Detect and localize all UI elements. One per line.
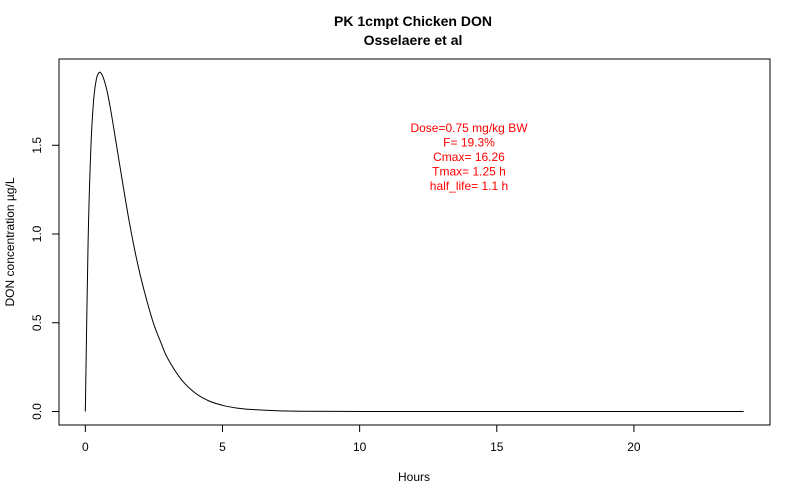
annotation-line: Dose=0.75 mg/kg BW: [410, 121, 528, 135]
y-tick-label: 1.5: [30, 137, 44, 154]
x-axis: 0 5 10 15 20: [82, 424, 641, 454]
annotation-line: F= 19.3%: [443, 136, 495, 150]
x-tick-label: 5: [219, 440, 226, 454]
chart-title: PK 1cmpt Chicken DON: [334, 13, 492, 29]
y-tick-label: 0.0: [30, 403, 44, 420]
y-tick-label: 0.5: [30, 314, 44, 331]
plot-frame: [58, 58, 771, 426]
series-line: [84, 71, 744, 413]
x-tick-label: 10: [353, 440, 367, 454]
chart-subtitle: Osselaere et al: [364, 32, 463, 48]
annotation-line: Tmax= 1.25 h: [432, 165, 506, 179]
x-tick-label: 15: [490, 440, 504, 454]
x-tick-label: 20: [627, 440, 641, 454]
annotation-line: half_life= 1.1 h: [430, 179, 508, 193]
x-axis-label: Hours: [398, 470, 430, 484]
annotation-line: Cmax= 16.26: [433, 150, 505, 164]
y-axis-label: DON concentration µg/L: [3, 177, 17, 306]
annotation-block: Dose=0.75 mg/kg BWF= 19.3%Cmax= 16.26Tma…: [410, 121, 528, 193]
x-tick-label: 0: [82, 440, 89, 454]
y-axis: 0.0 0.5 1.0 1.5: [30, 137, 60, 420]
y-tick-label: 1.0: [30, 225, 44, 242]
